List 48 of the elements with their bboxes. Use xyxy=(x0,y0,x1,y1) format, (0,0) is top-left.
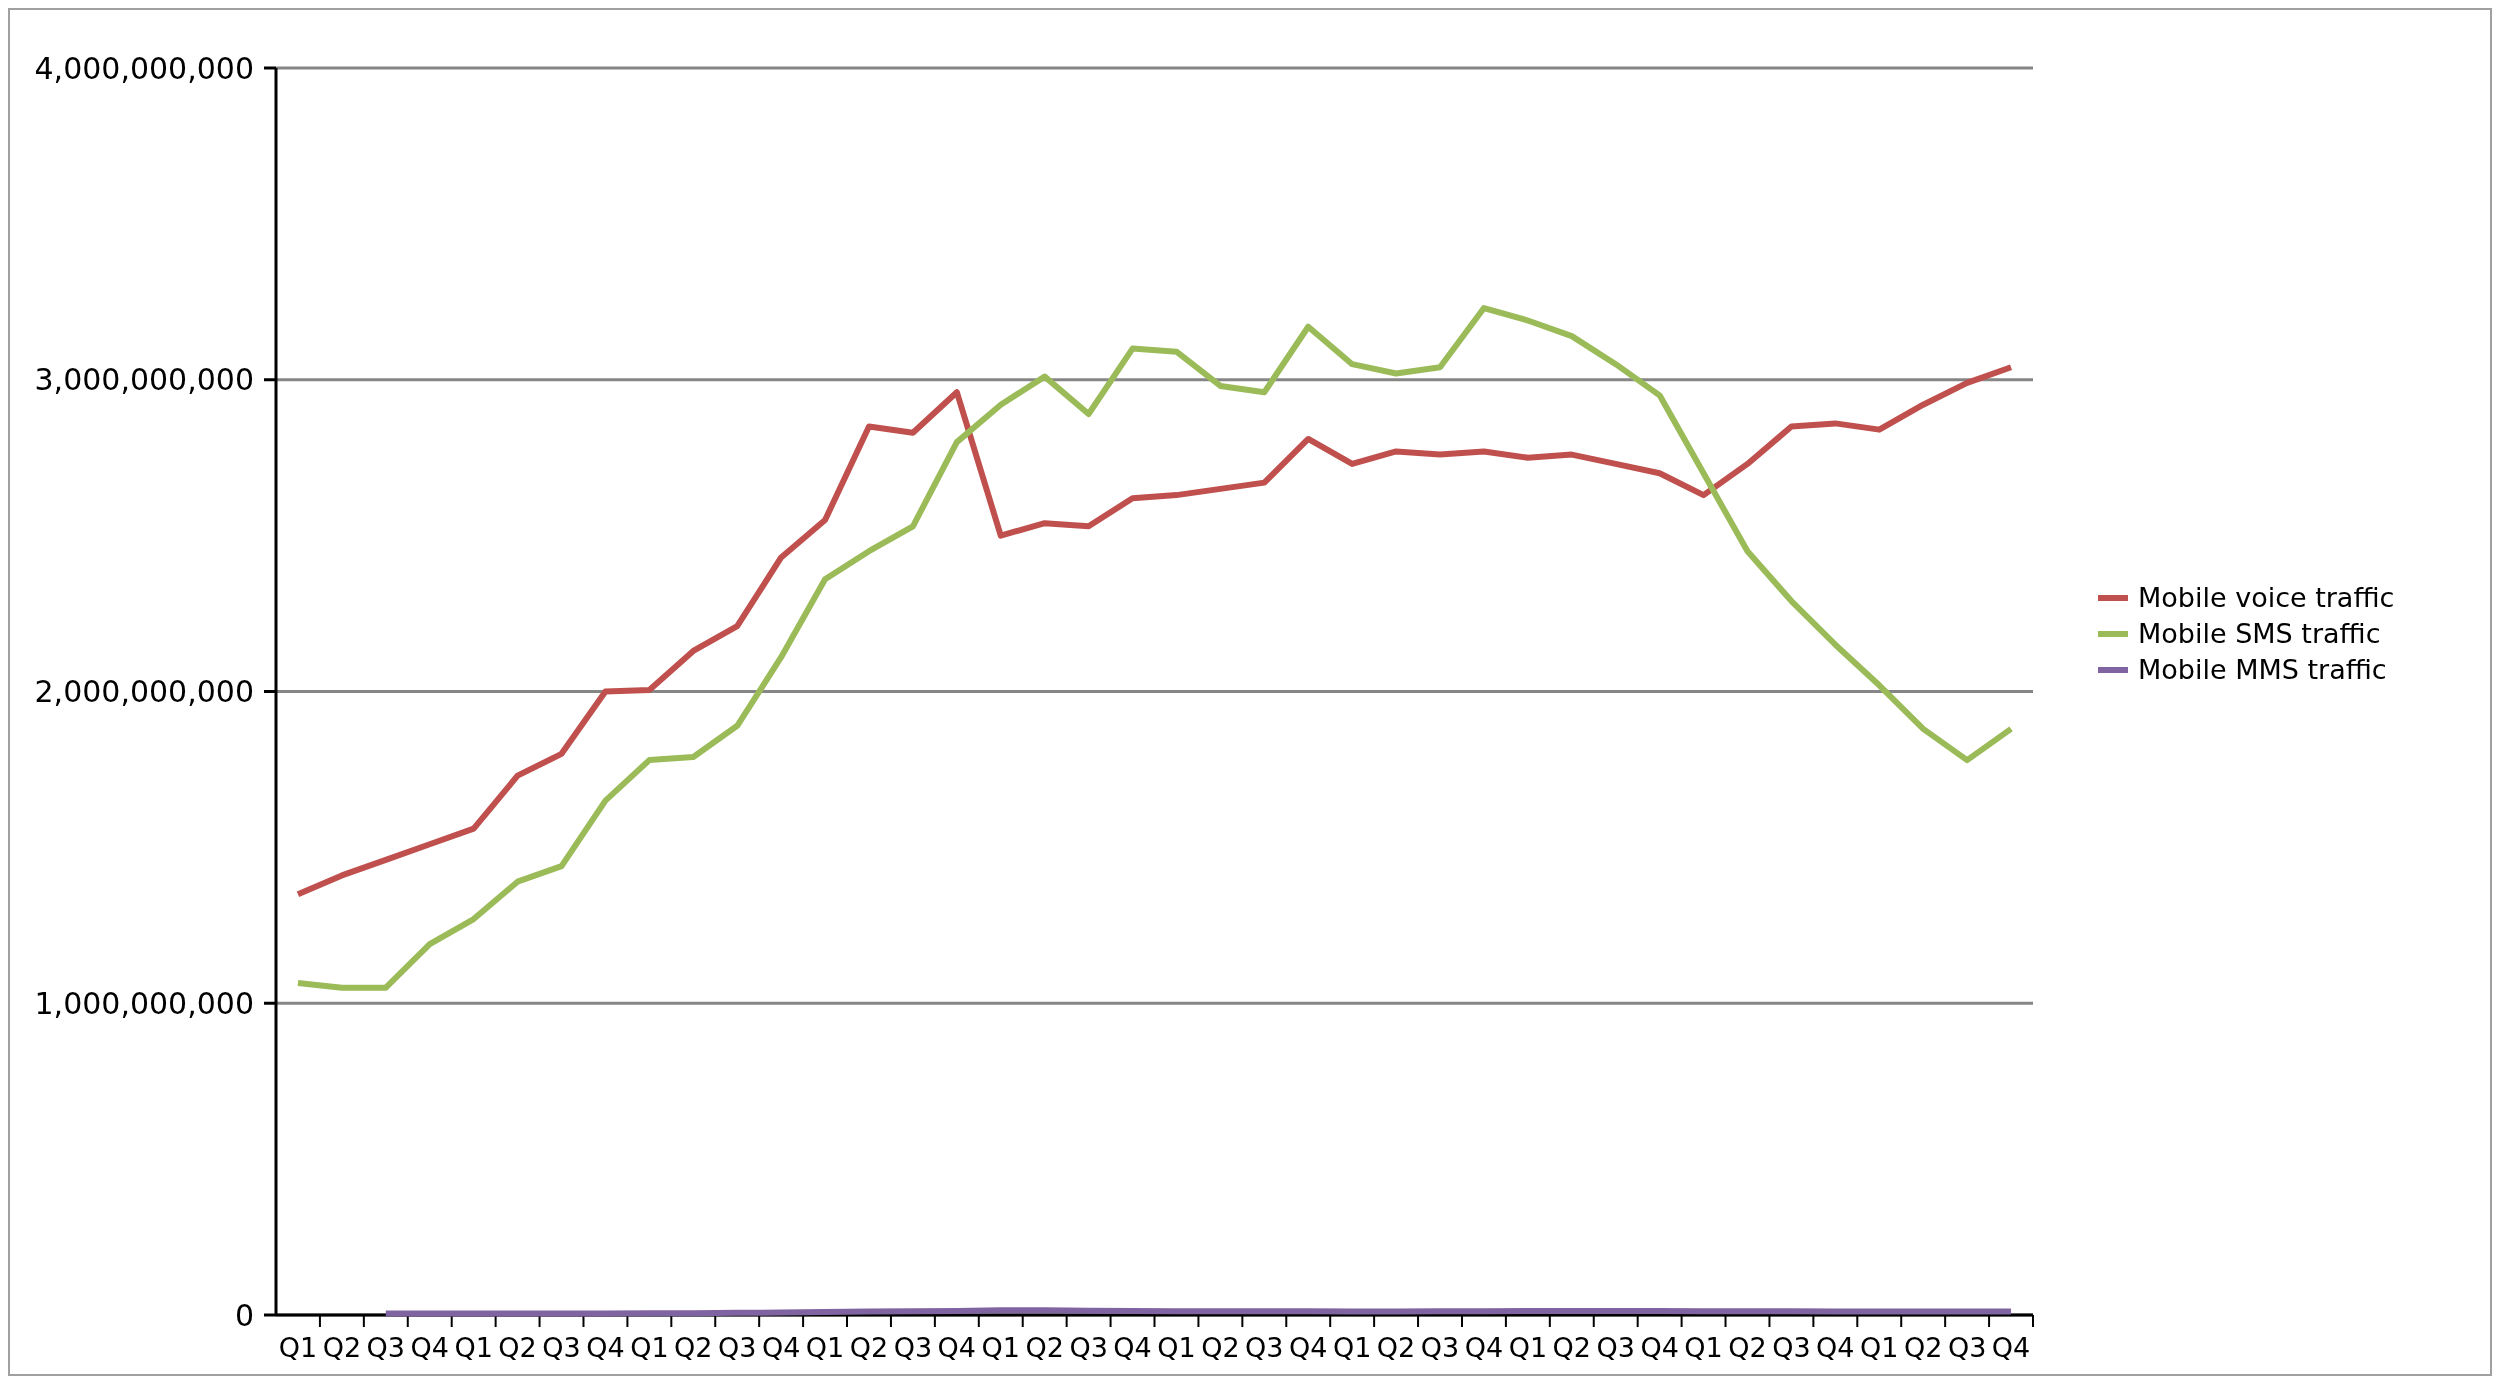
y-tick-label: 4,000,000,000 xyxy=(34,50,254,86)
x-tick-label: Q4 xyxy=(1113,1332,1152,1363)
x-tick-label: Q2 xyxy=(1201,1332,1240,1363)
x-tick-label: Q4 xyxy=(1816,1332,1855,1363)
y-tick-label: 3,000,000,000 xyxy=(34,362,254,398)
x-tick-label: Q2 xyxy=(674,1332,713,1363)
x-tick-label: Q1 xyxy=(1684,1332,1723,1363)
x-tick-label: Q4 xyxy=(761,1332,801,1363)
legend-label: Mobile MMS traffic xyxy=(2138,654,2387,686)
x-tick-label: Q3 xyxy=(1772,1332,1811,1363)
x-tick-label: Q3 xyxy=(1596,1332,1635,1363)
x-tick-label: Q1 xyxy=(805,1332,845,1363)
x-tick-label: Q3 xyxy=(1069,1332,1108,1363)
x-tick-label: Q4 xyxy=(1640,1332,1679,1363)
x-tick-label: Q2 xyxy=(1552,1332,1592,1363)
x-tick-label: Q1 xyxy=(1508,1332,1548,1363)
x-tick-label: Q3 xyxy=(542,1332,581,1363)
x-tick-label: Q1 xyxy=(454,1332,493,1363)
x-tick-label: Q1 xyxy=(981,1332,1020,1363)
x-tick-label: Q4 xyxy=(1289,1332,1328,1363)
x-tick-label: Q3 xyxy=(893,1332,933,1363)
x-tick-label: Q3 xyxy=(1245,1332,1284,1363)
x-tick-label: Q4 xyxy=(937,1332,977,1363)
x-tick-label: Q4 xyxy=(1464,1332,1504,1363)
x-tick-label: Q4 xyxy=(1991,1332,2031,1363)
x-tick-label: Q2 xyxy=(322,1332,362,1363)
legend-label: Mobile SMS traffic xyxy=(2138,618,2381,650)
x-tick-label: Q1 xyxy=(1860,1332,1899,1363)
x-tick-label: Q3 xyxy=(717,1332,757,1363)
x-tick-label: Q2 xyxy=(498,1332,537,1363)
y-tick-label: 2,000,000,000 xyxy=(34,674,254,709)
x-tick-label: Q2 xyxy=(1376,1332,1416,1363)
x-tick-label: Q3 xyxy=(366,1332,406,1363)
x-tick-label: Q1 xyxy=(278,1332,318,1363)
y-tick-label: 0 xyxy=(234,1297,254,1333)
x-tick-label: Q2 xyxy=(1728,1332,1767,1363)
y-tick-label: 1,000,000,000 xyxy=(34,985,254,1021)
x-tick-label: Q2 xyxy=(849,1332,889,1363)
x-tick-label: Q3 xyxy=(1420,1332,1460,1363)
legend-label: Mobile voice traffic xyxy=(2138,582,2395,614)
x-tick-label: Q1 xyxy=(630,1332,669,1363)
x-tick-label: Q2 xyxy=(1025,1332,1064,1363)
x-tick-label: Q3 xyxy=(1947,1332,1987,1363)
x-tick-label: Q4 xyxy=(410,1332,449,1363)
x-tick-label: Q4 xyxy=(586,1332,625,1363)
x-tick-label: Q1 xyxy=(1332,1332,1372,1363)
x-tick-label: Q1 xyxy=(1157,1332,1196,1363)
x-tick-label: Q2 xyxy=(1903,1332,1943,1363)
